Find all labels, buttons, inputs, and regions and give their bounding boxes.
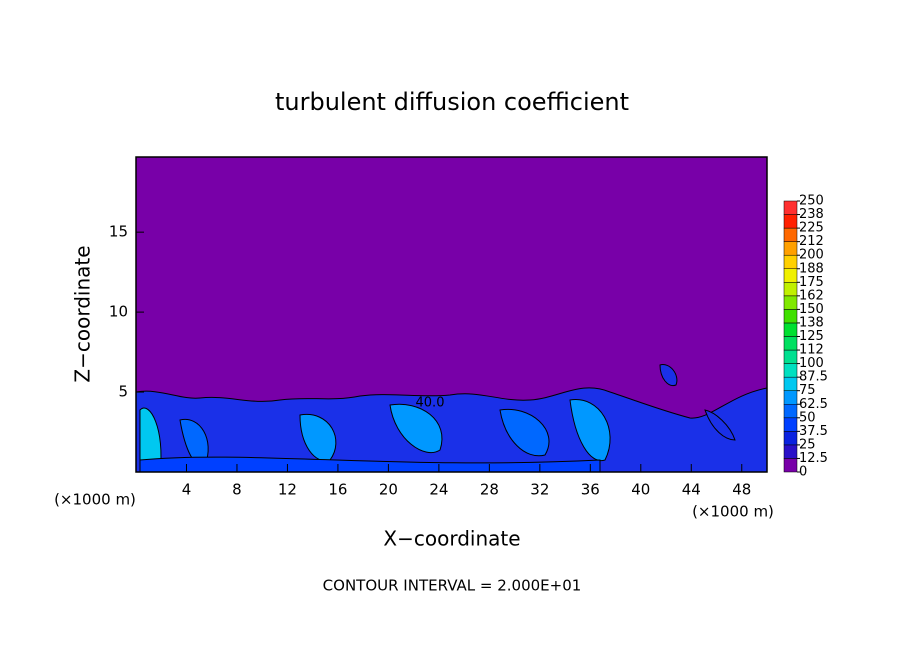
colorbar-box (783, 200, 798, 215)
colorbar-box (783, 309, 798, 324)
y-axis-label: Z−coordinate (71, 245, 95, 382)
colorbar-box (783, 336, 798, 351)
footnote: CONTOUR INTERVAL = 2.000E+01 (323, 577, 582, 595)
colorbar-box (783, 241, 798, 256)
x-axis-label: X−coordinate (383, 527, 520, 551)
colorbar-label: 25 (799, 437, 816, 452)
colorbar-label: 62.5 (799, 397, 828, 412)
colorbar-box (783, 254, 798, 269)
x-tick-label: 36 (581, 481, 600, 499)
x-tick-label: 12 (278, 481, 297, 499)
colorbar-label: 138 (799, 315, 824, 330)
x-tick-label: 24 (429, 481, 448, 499)
x-tick-label: 44 (682, 481, 701, 499)
turbulence-layer (135, 364, 768, 473)
colorbar-box (783, 282, 798, 297)
colorbar-box (783, 404, 798, 419)
x-unit-left: (×1000 m) (54, 491, 136, 509)
colorbar-label: 238 (799, 207, 824, 222)
colorbar-label: 212 (799, 234, 824, 249)
colorbar-box (783, 376, 798, 391)
colorbar-label: 188 (799, 261, 824, 276)
colorbar-label: 0 (799, 465, 807, 480)
colorbar-box (783, 444, 798, 459)
colorbar-box (783, 363, 798, 378)
colorbar-label: 100 (799, 356, 824, 371)
colorbar-label: 150 (799, 302, 824, 317)
colorbar-label: 225 (799, 221, 824, 236)
x-tick-label: 20 (379, 481, 398, 499)
x-tick-label: 16 (328, 481, 347, 499)
colorbar-label: 12.5 (799, 451, 828, 466)
colorbar-label: 200 (799, 248, 824, 263)
plot-frame (135, 156, 768, 473)
x-unit-right: (×1000 m) (692, 503, 774, 521)
colorbar-label: 175 (799, 275, 824, 290)
colorbar-label: 162 (799, 288, 824, 303)
colorbar-label: 37.5 (799, 424, 828, 439)
colorbar-label: 87.5 (799, 370, 828, 385)
colorbar-label: 250 (799, 194, 824, 209)
chart-title: turbulent diffusion coefficient (275, 88, 629, 116)
y-tick-label: 5 (118, 383, 128, 401)
colorbar-box (783, 458, 798, 473)
colorbar-label: 50 (799, 410, 816, 425)
colorbar-label: 112 (799, 343, 824, 358)
colorbar-box (783, 227, 798, 242)
y-tick-label: 10 (109, 303, 128, 321)
colorbar-box (783, 417, 798, 432)
x-tick-label: 8 (232, 481, 242, 499)
colorbar-label: 75 (799, 383, 816, 398)
x-tick-label: 40 (631, 481, 650, 499)
colorbar-box (783, 431, 798, 446)
x-tick-label: 48 (732, 481, 751, 499)
contour-label: 40.0 (416, 396, 445, 411)
x-tick-label: 4 (182, 481, 192, 499)
colorbar-box (783, 295, 798, 310)
x-tick-label: 28 (480, 481, 499, 499)
colorbar-box (783, 214, 798, 229)
colorbar-label: 125 (799, 329, 824, 344)
x-tick-label: 32 (530, 481, 549, 499)
colorbar-box (783, 349, 798, 364)
colorbar-box (783, 322, 798, 337)
colorbar-box (783, 268, 798, 283)
colorbar-box (783, 390, 798, 405)
y-tick-label: 15 (109, 223, 128, 241)
